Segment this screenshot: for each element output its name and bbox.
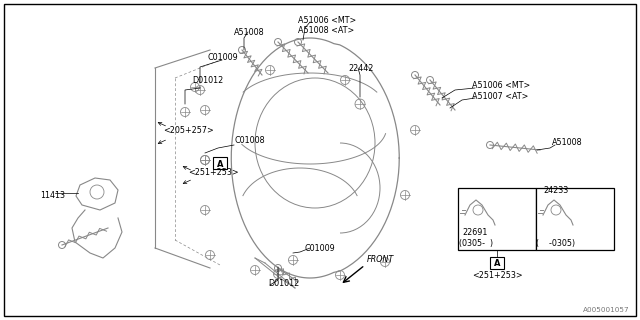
Polygon shape bbox=[76, 178, 118, 210]
Circle shape bbox=[412, 71, 419, 78]
Text: C01009: C01009 bbox=[207, 52, 237, 61]
Text: FRONT: FRONT bbox=[367, 255, 394, 265]
Text: A51006 <MT>: A51006 <MT> bbox=[298, 15, 356, 25]
Text: 11413: 11413 bbox=[40, 190, 65, 199]
Text: 24233: 24233 bbox=[543, 186, 568, 195]
Bar bbox=[536, 188, 614, 250]
Text: A51008: A51008 bbox=[552, 138, 582, 147]
Circle shape bbox=[426, 76, 433, 84]
Text: A51008: A51008 bbox=[234, 28, 264, 36]
Bar bbox=[490, 257, 504, 269]
Text: <205+257>: <205+257> bbox=[163, 125, 214, 134]
Text: (0305-  ): (0305- ) bbox=[459, 238, 493, 247]
Bar bbox=[458, 188, 536, 250]
Text: D01012: D01012 bbox=[268, 278, 300, 287]
Text: A51007 <AT>: A51007 <AT> bbox=[472, 92, 529, 100]
Circle shape bbox=[486, 141, 493, 148]
Text: A: A bbox=[217, 159, 223, 169]
Text: D01012: D01012 bbox=[192, 76, 223, 84]
Text: 22442: 22442 bbox=[348, 63, 373, 73]
Text: A: A bbox=[493, 260, 500, 268]
Text: 22691: 22691 bbox=[462, 228, 488, 236]
Bar bbox=[213, 157, 227, 169]
Text: <251+253>: <251+253> bbox=[472, 270, 522, 279]
Text: <251+253>: <251+253> bbox=[188, 167, 239, 177]
Text: C01008: C01008 bbox=[234, 135, 264, 145]
Text: C01009: C01009 bbox=[304, 244, 335, 252]
Circle shape bbox=[239, 46, 246, 53]
Text: (    -0305): ( -0305) bbox=[536, 238, 575, 247]
Circle shape bbox=[58, 242, 65, 249]
Text: A005001057: A005001057 bbox=[584, 307, 630, 313]
Circle shape bbox=[275, 265, 282, 271]
Text: A51006 <MT>: A51006 <MT> bbox=[472, 81, 531, 90]
Circle shape bbox=[275, 38, 282, 45]
Text: A51008 <AT>: A51008 <AT> bbox=[298, 26, 355, 35]
Circle shape bbox=[294, 38, 301, 45]
